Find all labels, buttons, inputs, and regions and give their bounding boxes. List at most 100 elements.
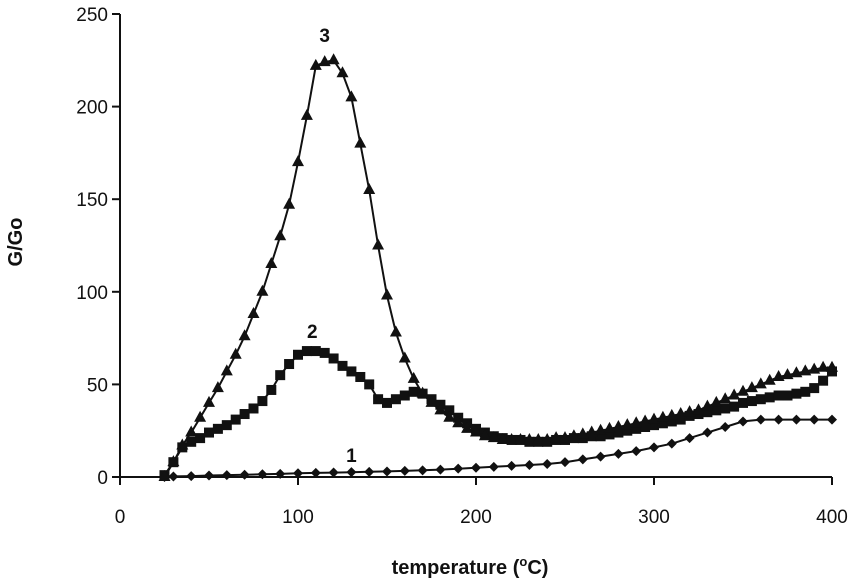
series-3-line [163, 59, 832, 478]
data-point-triangle [229, 347, 242, 359]
data-point-square [613, 427, 624, 438]
data-point-square [729, 401, 740, 412]
data-point-triangle [167, 455, 180, 467]
data-point-triangle [621, 418, 634, 430]
data-point-triangle [737, 384, 749, 396]
data-point-square [195, 433, 206, 444]
data-point-triangle [603, 421, 616, 433]
data-point-diamond [488, 461, 499, 472]
data-point-triangle [300, 108, 313, 120]
data-point-triangle [381, 288, 393, 300]
y-tick-label: 200 [76, 98, 108, 119]
data-point-square [257, 396, 268, 407]
data-point-triangle [336, 66, 349, 78]
data-point-square [230, 414, 241, 425]
data-point-square [399, 390, 410, 401]
data-point-triangle [826, 360, 838, 372]
data-point-diamond [293, 468, 303, 479]
y-tick-label: 50 [87, 375, 108, 396]
data-point-triangle [470, 425, 482, 437]
data-point-triangle [514, 432, 527, 444]
data-point-square [186, 436, 197, 447]
data-point-square [595, 431, 606, 442]
data-point-triangle [372, 238, 385, 250]
data-point-square [239, 409, 250, 420]
data-point-triangle [630, 416, 643, 428]
data-point-diamond [791, 414, 802, 425]
series-layer: 1 2 3 [158, 26, 838, 482]
y-tick-label: 150 [76, 190, 108, 211]
data-point-diamond [186, 471, 197, 482]
curve-label-2: 2 [307, 322, 318, 343]
data-point-square [221, 420, 232, 431]
series-1-line [164, 418, 832, 478]
data-point-triangle [808, 362, 821, 374]
data-point-diamond [649, 442, 659, 453]
data-point-square [746, 396, 757, 407]
data-point-triangle [674, 407, 687, 419]
data-point-triangle [389, 325, 402, 337]
x-axis-title-tail: C) [527, 557, 548, 579]
data-point-square [266, 384, 277, 395]
data-point-triangle [327, 53, 340, 65]
curve-label-3: 3 [319, 26, 330, 47]
series-3: 3 [158, 26, 838, 481]
data-point-square [293, 349, 303, 360]
data-point-triangle [220, 364, 233, 376]
data-point-triangle [665, 408, 678, 420]
data-point-diamond [524, 459, 535, 470]
data-point-square [782, 390, 793, 401]
data-point-square [346, 366, 357, 377]
axes: 0 50 100 150 200 250 0 100 200 300 400 [76, 5, 848, 528]
data-point-square [284, 359, 295, 370]
data-point-triangle [238, 329, 251, 341]
data-point-diamond [364, 466, 375, 477]
data-point-triangle [639, 414, 652, 426]
data-point-triangle [576, 427, 589, 439]
data-point-square [622, 425, 633, 436]
data-point-triangle [719, 392, 732, 404]
data-point-diamond [204, 470, 214, 481]
data-point-diamond [773, 414, 784, 425]
curve-label-1: 1 [346, 446, 357, 467]
data-point-square [364, 379, 375, 390]
data-point-triangle [256, 284, 269, 296]
data-point-diamond [168, 471, 179, 482]
data-point-diamond [720, 421, 731, 432]
data-point-triangle [487, 431, 500, 443]
data-point-square [773, 390, 784, 401]
data-point-triangle [309, 58, 322, 70]
data-point-diamond [595, 451, 606, 462]
data-point-square [631, 423, 642, 434]
data-point-triangle [612, 419, 625, 431]
data-point-diamond [738, 416, 748, 427]
series-1: 1 [159, 414, 837, 482]
data-point-triangle [496, 432, 509, 444]
data-point-square [444, 405, 455, 416]
data-point-diamond [506, 460, 517, 471]
data-point-triangle [523, 432, 536, 444]
y-axis-title: G/Go [5, 218, 27, 267]
data-point-square [666, 416, 677, 427]
data-point-diamond [809, 414, 820, 425]
data-point-square [328, 353, 339, 364]
data-point-square [640, 421, 651, 432]
x-tick-label: 0 [115, 507, 126, 528]
data-point-triangle [478, 429, 491, 441]
data-point-diamond [755, 414, 766, 425]
data-point-triangle [745, 381, 758, 393]
x-tick-label: 200 [460, 507, 492, 528]
x-tick-label: 300 [638, 507, 670, 528]
data-point-triangle [363, 182, 376, 194]
data-point-square [809, 383, 820, 394]
data-point-diamond [542, 459, 553, 470]
data-point-diamond [827, 414, 837, 425]
data-point-diamond [666, 438, 677, 449]
data-point-square [390, 394, 401, 405]
data-point-triangle [656, 410, 669, 422]
data-point-triangle [567, 429, 580, 441]
data-point-square [604, 429, 615, 440]
data-point-triangle [559, 431, 571, 443]
x-axis-title: temperature (oC) [392, 554, 549, 579]
data-point-triangle [701, 399, 714, 411]
